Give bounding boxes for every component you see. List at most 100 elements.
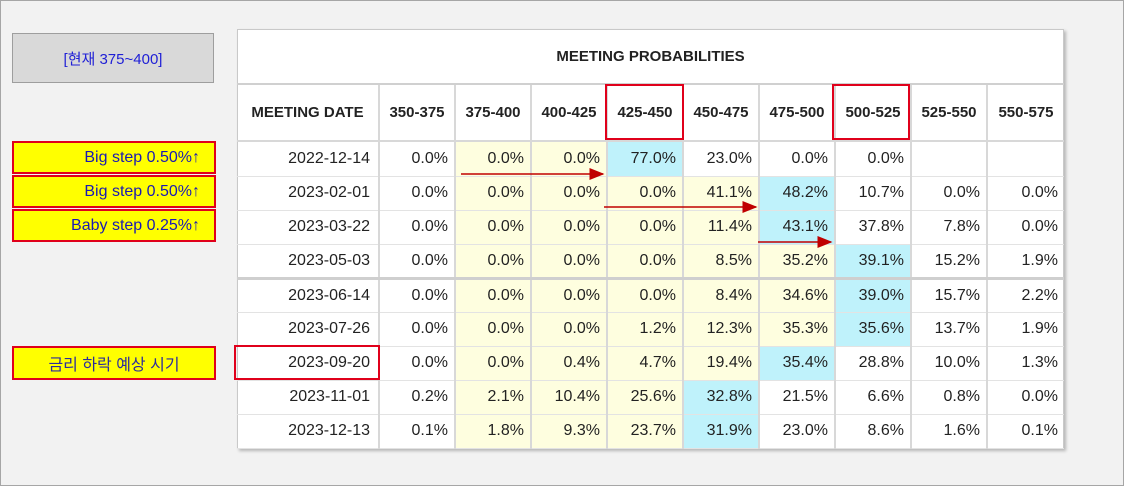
table-row: 2023-03-22 0.0% 0.0% 0.0% 0.0% 11.4% 43.…	[237, 210, 1064, 245]
meeting-date-cell: 2023-06-14	[237, 278, 380, 313]
probability-cell: 0.0%	[531, 176, 608, 211]
probability-cell: 0.0%	[379, 312, 456, 347]
probability-cell: 0.0%	[911, 176, 988, 211]
header-row: MEETING DATE 350-375 375-400 400-425 425…	[237, 84, 1064, 142]
probability-cell: 28.8%	[835, 346, 912, 381]
probability-cell: 4.7%	[607, 346, 684, 381]
probability-cell: 34.6%	[759, 278, 836, 313]
column-header: 550-575	[987, 84, 1064, 142]
column-header: 425-450	[607, 84, 684, 142]
meeting-date-cell: 2023-02-01	[237, 176, 380, 211]
probability-cell: 0.0%	[531, 210, 608, 245]
probability-cell: 0.2%	[379, 380, 456, 415]
table-row: 2023-02-01 0.0% 0.0% 0.0% 0.0% 41.1% 48.…	[237, 176, 1064, 211]
table-row: 2023-05-03 0.0% 0.0% 0.0% 0.0% 8.5% 35.2…	[237, 244, 1064, 280]
probability-cell: 39.0%	[835, 278, 912, 313]
probability-cell: 0.0%	[455, 312, 532, 347]
probability-cell: 0.8%	[911, 380, 988, 415]
probability-cell: 15.2%	[911, 244, 988, 280]
probability-cell: 0.0%	[759, 141, 836, 177]
probability-cell: 1.8%	[455, 414, 532, 449]
probability-cell: 0.0%	[607, 278, 684, 313]
column-header: 475-500	[759, 84, 836, 142]
probability-cell: 0.0%	[455, 278, 532, 313]
probability-cell: 0.0%	[379, 176, 456, 211]
probability-cell: 35.6%	[835, 312, 912, 347]
probability-cell: 0.0%	[987, 176, 1064, 211]
annotation-label-rate-cut: 금리 하락 예상 시기	[12, 346, 216, 380]
annotation-label-baby-step: Baby step 0.25%↑	[12, 209, 216, 242]
meeting-date-cell: 2023-11-01	[237, 380, 380, 415]
current-rate-box: [현재 375~400]	[12, 33, 214, 83]
probability-cell: 6.6%	[835, 380, 912, 415]
probability-cell: 35.2%	[759, 244, 836, 280]
probability-cell: 10.7%	[835, 176, 912, 211]
probability-cell: 0.4%	[531, 346, 608, 381]
probability-cell: 0.0%	[379, 141, 456, 177]
annotation-label-big-step-2: Big step 0.50%↑	[12, 175, 216, 208]
probability-cell: 0.0%	[987, 380, 1064, 415]
probability-cell: 15.7%	[911, 278, 988, 313]
table-row: 2023-12-13 0.1% 1.8% 9.3% 23.7% 31.9% 23…	[237, 414, 1064, 449]
probability-cell: 0.0%	[455, 244, 532, 280]
probability-cell: 0.0%	[455, 176, 532, 211]
probability-cell: 9.3%	[531, 414, 608, 449]
probability-cell: 1.9%	[987, 244, 1064, 280]
probability-cell: 10.4%	[531, 380, 608, 415]
probability-cell: 0.0%	[379, 346, 456, 381]
probability-cell: 0.0%	[455, 346, 532, 381]
probability-cell: 37.8%	[835, 210, 912, 245]
probability-cell: 7.8%	[911, 210, 988, 245]
table-row: 2023-09-20 0.0% 0.0% 0.4% 4.7% 19.4% 35.…	[237, 346, 1064, 381]
table-row: 2023-06-14 0.0% 0.0% 0.0% 0.0% 8.4% 34.6…	[237, 278, 1064, 313]
meeting-date-cell: 2022-12-14	[237, 141, 380, 177]
probability-cell: 8.5%	[683, 244, 760, 280]
probability-cell: 0.0%	[455, 210, 532, 245]
probability-cell: 39.1%	[835, 244, 912, 280]
column-header: 450-475	[683, 84, 760, 142]
column-header: 525-550	[911, 84, 988, 142]
probability-cell: 1.9%	[987, 312, 1064, 347]
probability-cell: 21.5%	[759, 380, 836, 415]
probability-cell: 48.2%	[759, 176, 836, 211]
probability-cell: 12.3%	[683, 312, 760, 347]
probability-cell: 32.8%	[683, 380, 760, 415]
table-row: 2023-11-01 0.2% 2.1% 10.4% 25.6% 32.8% 2…	[237, 380, 1064, 415]
probability-cell: 35.3%	[759, 312, 836, 347]
probability-cell: 8.6%	[835, 414, 912, 449]
annotation-label-big-step-1: Big step 0.50%↑	[12, 141, 216, 174]
table-title: MEETING PROBABILITIES	[237, 29, 1064, 85]
probability-cell: 25.6%	[607, 380, 684, 415]
probability-cell: 11.4%	[683, 210, 760, 245]
probability-cell: 1.3%	[987, 346, 1064, 381]
column-header: 375-400	[455, 84, 532, 142]
probability-cell: 0.1%	[379, 414, 456, 449]
probability-cell: 0.1%	[987, 414, 1064, 449]
column-header: MEETING DATE	[237, 84, 380, 142]
probability-cell: 77.0%	[607, 141, 684, 177]
column-header: 500-525	[835, 84, 912, 142]
probability-cell: 13.7%	[911, 312, 988, 347]
probability-cell: 19.4%	[683, 346, 760, 381]
probability-cell: 0.0%	[987, 210, 1064, 245]
probability-cell: 1.2%	[607, 312, 684, 347]
probability-cell: 23.7%	[607, 414, 684, 449]
probability-cell	[987, 141, 1064, 177]
column-header: 400-425	[531, 84, 608, 142]
meeting-date-cell: 2023-12-13	[237, 414, 380, 449]
meeting-date-cell: 2023-03-22	[237, 210, 380, 245]
probability-cell: 0.0%	[379, 278, 456, 313]
probability-cell: 23.0%	[683, 141, 760, 177]
probability-cell: 1.6%	[911, 414, 988, 449]
column-header: 350-375	[379, 84, 456, 142]
probability-cell: 0.0%	[379, 244, 456, 280]
probability-cell: 10.0%	[911, 346, 988, 381]
probability-cell: 23.0%	[759, 414, 836, 449]
probability-cell: 0.0%	[835, 141, 912, 177]
probability-cell: 8.4%	[683, 278, 760, 313]
probability-cell: 0.0%	[531, 278, 608, 313]
probability-cell: 2.2%	[987, 278, 1064, 313]
probability-cell: 0.0%	[607, 176, 684, 211]
probability-cell	[911, 141, 988, 177]
